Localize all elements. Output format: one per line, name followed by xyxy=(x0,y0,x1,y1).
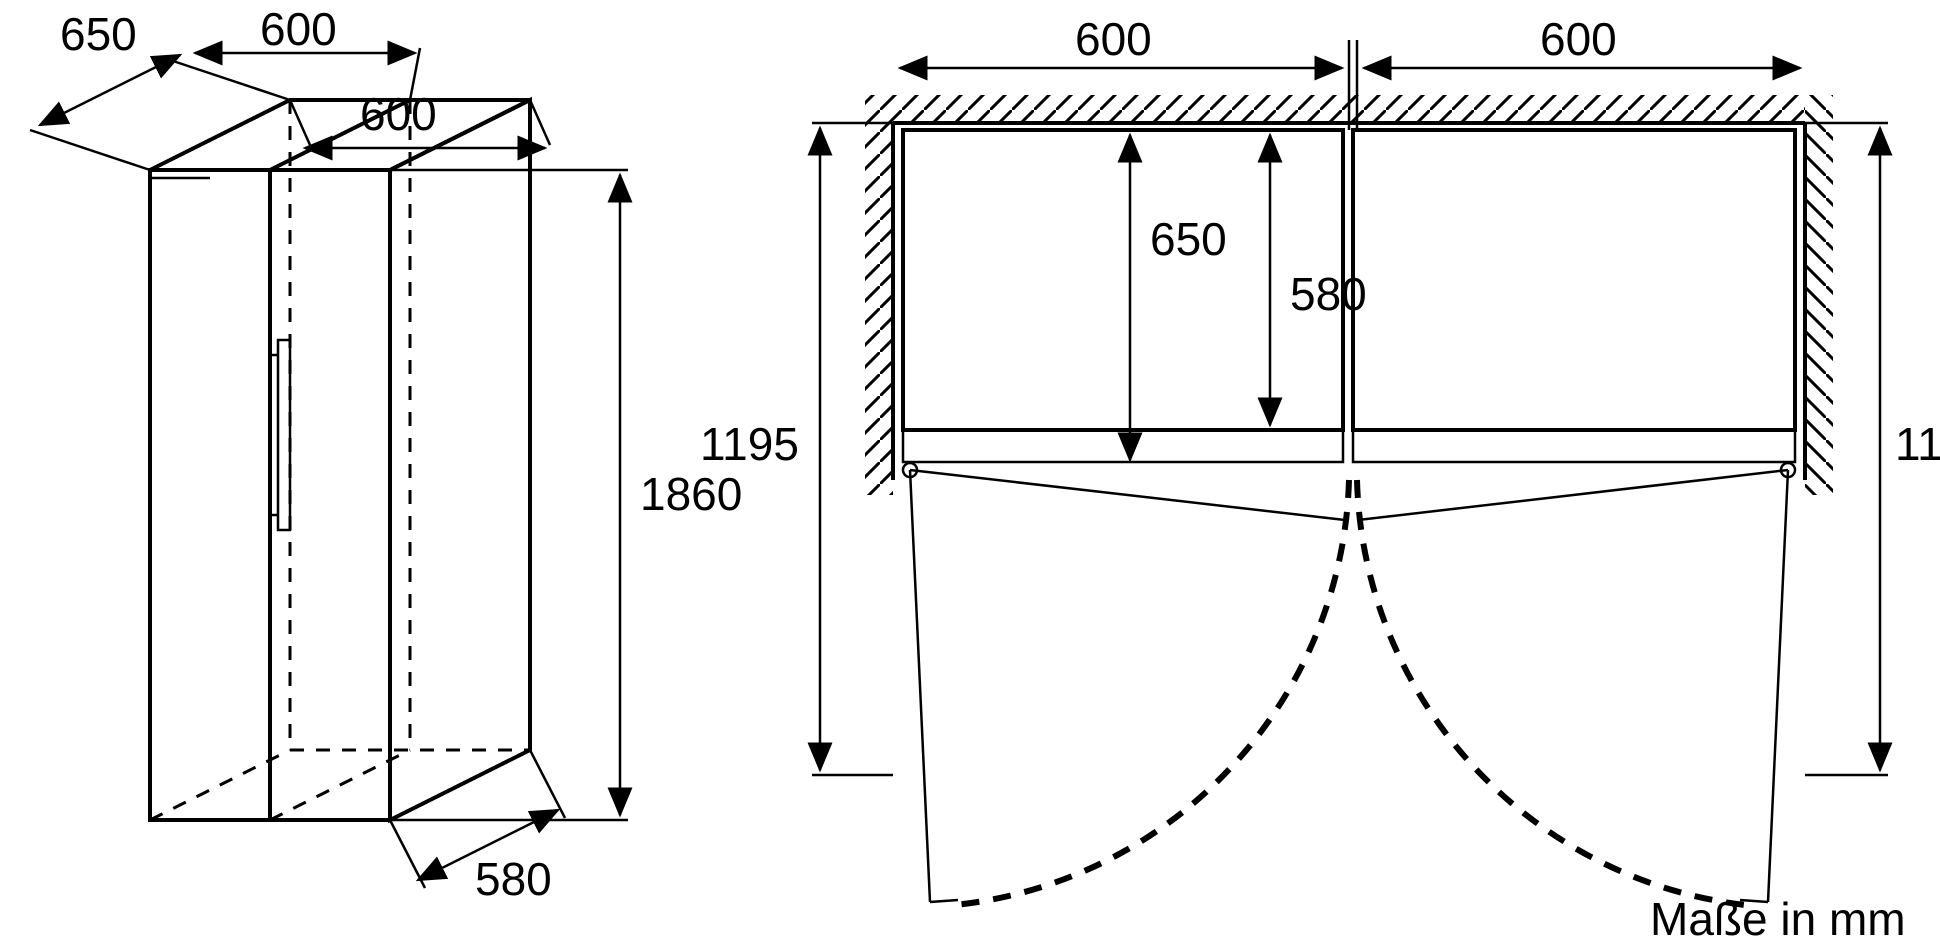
dim-600-plan-left: 600 xyxy=(900,13,1342,68)
dimension-drawing: 650 600 600 1860 580 xyxy=(0,0,1940,950)
dim-580-plan-label: 580 xyxy=(1290,268,1367,320)
dim-580-label: 580 xyxy=(475,853,552,905)
unit-right-body xyxy=(1353,130,1795,430)
dim-650-plan: 650 xyxy=(1130,135,1227,460)
dim-1860-height: 1860 xyxy=(390,170,742,820)
wall-hatch-left xyxy=(865,95,893,495)
dim-650-plan-label: 650 xyxy=(1150,213,1227,265)
wall-hatch-right xyxy=(1805,95,1833,495)
unit-left-body xyxy=(903,130,1343,430)
door-arc-right xyxy=(1357,480,1745,905)
dim-600-top-mid: 600 xyxy=(195,3,420,100)
units-caption: Maße in mm xyxy=(1650,893,1906,945)
dim-600-right-label: 600 xyxy=(360,88,437,140)
dim-600-plan-right-label: 600 xyxy=(1540,13,1617,65)
isometric-view: 650 600 600 1860 580 xyxy=(30,3,742,905)
dim-1860-label: 1860 xyxy=(640,468,742,520)
dim-600-mid-label: 600 xyxy=(260,3,337,55)
dim-600-plan-left-label: 600 xyxy=(1075,13,1152,65)
dim-580-bottom: 580 xyxy=(390,750,565,905)
dim-1195-right-label: 1195 xyxy=(1895,418,1940,470)
dim-600-plan-right: 600 xyxy=(1364,13,1800,68)
door-arc-left xyxy=(955,480,1349,905)
dim-1195-left-label: 1195 xyxy=(700,418,799,470)
door-handle xyxy=(270,340,290,530)
plan-view: 600 600 650 580 1195 1195 xyxy=(700,13,1940,905)
dim-650-depth: 650 xyxy=(30,8,290,170)
dim-650-label: 650 xyxy=(60,8,137,60)
dim-1195-left: 1195 xyxy=(700,123,893,775)
